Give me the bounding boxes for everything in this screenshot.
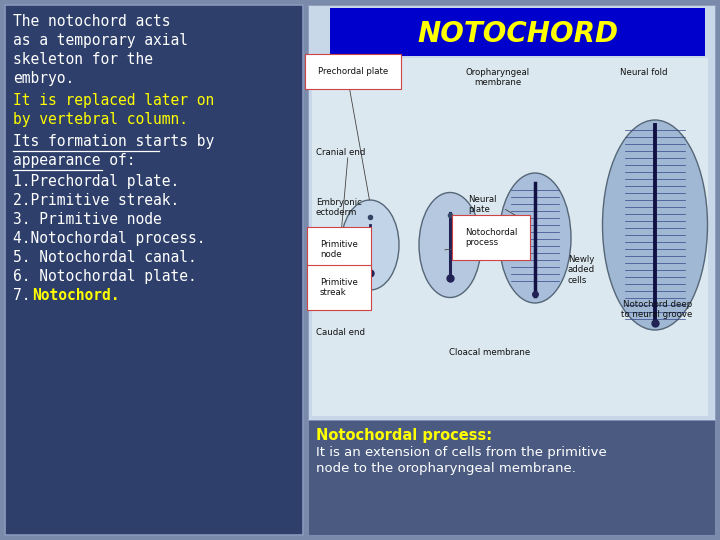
Text: Cranial end: Cranial end: [316, 148, 365, 157]
Ellipse shape: [603, 120, 708, 330]
Text: Neural fold: Neural fold: [620, 68, 667, 77]
Text: by vertebral column.: by vertebral column.: [13, 112, 188, 127]
Text: Notochord.: Notochord.: [32, 288, 120, 303]
Text: Cloacal membrane: Cloacal membrane: [449, 348, 531, 357]
Text: 3. Primitive node: 3. Primitive node: [13, 212, 162, 227]
Ellipse shape: [341, 200, 399, 290]
Bar: [308, 420, 715, 535]
Text: node to the oropharyngeal membrane.: node to the oropharyngeal membrane.: [316, 462, 576, 475]
Text: Prechordal plate: Prechordal plate: [318, 67, 388, 76]
Text: Its formation starts by: Its formation starts by: [13, 134, 215, 149]
Text: Primitive
node: Primitive node: [320, 240, 358, 259]
Text: embryo.: embryo.: [13, 71, 74, 86]
Text: Notochordal process:: Notochordal process:: [316, 428, 492, 443]
Text: 2.Primitive streak.: 2.Primitive streak.: [13, 193, 179, 208]
Text: NOTOCHORD: NOTOCHORD: [418, 20, 618, 48]
Text: The notochord acts: The notochord acts: [13, 14, 171, 29]
Text: It is an extension of cells from the primitive: It is an extension of cells from the pri…: [316, 446, 607, 459]
Text: Embryonic
ectoderm: Embryonic ectoderm: [316, 198, 362, 218]
Bar: [5, 5, 303, 535]
Text: Notochord deep
to neural groove: Notochord deep to neural groove: [621, 300, 692, 319]
Bar: [308, 5, 715, 420]
Text: appearance of:: appearance of:: [13, 153, 135, 168]
Text: Notochordal
process: Notochordal process: [465, 228, 518, 247]
Text: as a temporary axial: as a temporary axial: [13, 33, 188, 48]
Text: 7.: 7.: [13, 288, 40, 303]
Bar: [330, 8, 705, 56]
Text: 4.Notochordal process.: 4.Notochordal process.: [13, 231, 205, 246]
Text: Neural
plate: Neural plate: [468, 195, 497, 214]
Text: Primitive
streak: Primitive streak: [320, 278, 358, 298]
Ellipse shape: [419, 192, 481, 298]
Bar: [312, 58, 708, 416]
Ellipse shape: [499, 173, 571, 303]
Text: Oropharyngeal
membrane: Oropharyngeal membrane: [466, 68, 530, 87]
Text: Caudal end: Caudal end: [316, 328, 365, 337]
Text: skeleton for the: skeleton for the: [13, 52, 153, 67]
Text: 6. Notochordal plate.: 6. Notochordal plate.: [13, 269, 197, 284]
Text: 5. Notochordal canal.: 5. Notochordal canal.: [13, 250, 197, 265]
Text: It is replaced later on: It is replaced later on: [13, 93, 215, 108]
Text: 1.Prechordal plate.: 1.Prechordal plate.: [13, 174, 179, 189]
Text: Newly
added
cells: Newly added cells: [568, 255, 595, 285]
